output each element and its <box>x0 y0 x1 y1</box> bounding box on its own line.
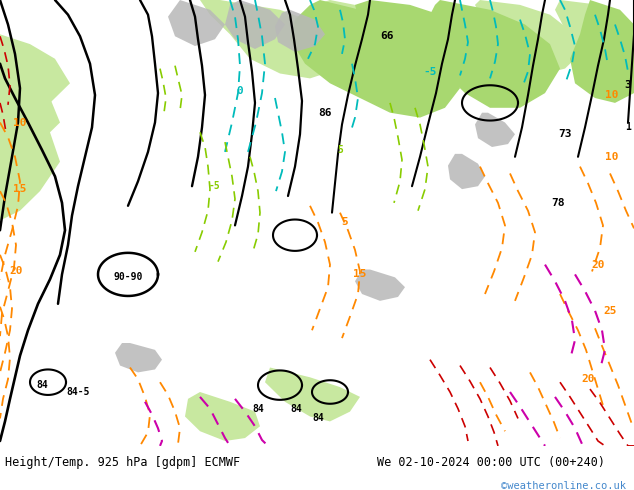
Text: 84: 84 <box>36 380 48 390</box>
Text: 5: 5 <box>342 218 348 227</box>
Text: 10: 10 <box>13 118 27 127</box>
Text: ©weatheronline.co.uk: ©weatheronline.co.uk <box>501 482 626 490</box>
Text: 25: 25 <box>603 306 617 316</box>
Text: 84-5: 84-5 <box>66 387 90 397</box>
Text: 78: 78 <box>551 198 565 208</box>
Text: -5: -5 <box>424 67 437 76</box>
Text: -5: -5 <box>209 181 221 191</box>
Text: 3: 3 <box>624 80 631 90</box>
Text: 84: 84 <box>252 404 264 414</box>
Text: 1: 1 <box>625 122 631 132</box>
Text: 0: 0 <box>236 86 243 96</box>
Text: 84: 84 <box>312 414 324 423</box>
Text: 90-90: 90-90 <box>113 272 143 282</box>
Text: 20: 20 <box>581 374 595 384</box>
Text: 15: 15 <box>13 184 27 194</box>
Text: 20: 20 <box>10 267 23 276</box>
Text: Height/Temp. 925 hPa [gdpm] ECMWF: Height/Temp. 925 hPa [gdpm] ECMWF <box>5 456 240 469</box>
Text: 73: 73 <box>559 129 572 139</box>
Text: 15: 15 <box>353 270 366 279</box>
Text: We 02-10-2024 00:00 UTC (00+240): We 02-10-2024 00:00 UTC (00+240) <box>377 456 605 469</box>
Text: 10: 10 <box>605 90 619 100</box>
Text: 66: 66 <box>380 31 394 41</box>
Text: 5: 5 <box>337 145 343 155</box>
Text: 20: 20 <box>592 260 605 270</box>
Text: 10: 10 <box>605 152 619 162</box>
Text: 84: 84 <box>290 404 302 414</box>
Text: 86: 86 <box>318 108 332 118</box>
